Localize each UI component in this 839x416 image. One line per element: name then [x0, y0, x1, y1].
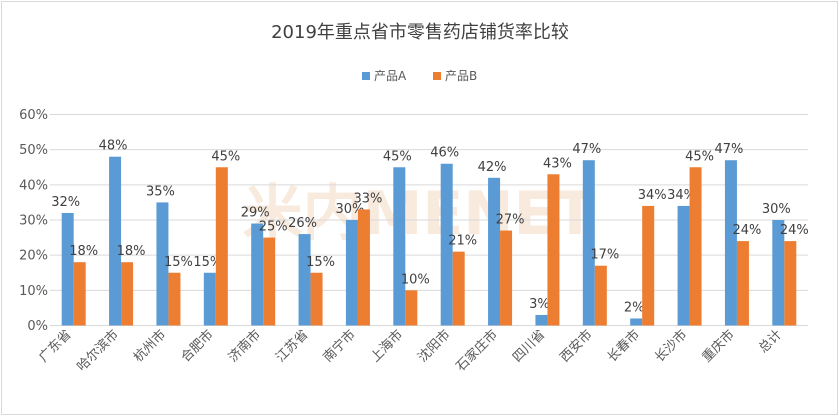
bar-a	[203, 272, 216, 326]
data-label-a: 47%	[714, 142, 743, 157]
chart-title: 2019年重点省市零售药店铺货率比较	[271, 22, 569, 43]
x-tick-label: 长沙市	[651, 327, 690, 366]
data-label-a: 42%	[478, 160, 507, 175]
data-label-b: 17%	[590, 248, 619, 263]
y-tick-label: 50%	[19, 143, 48, 158]
data-label-a: 47%	[572, 142, 601, 157]
bar-a	[440, 163, 453, 326]
bar-a	[156, 202, 169, 326]
bar-b	[547, 174, 560, 326]
bar-b	[73, 262, 86, 326]
data-label-b: 45%	[685, 149, 714, 164]
bar-b	[310, 272, 323, 326]
data-label-a: 3%	[529, 297, 550, 312]
data-label-a: 15%	[193, 255, 222, 270]
x-tick-label: 杭州市	[130, 327, 169, 366]
data-label-b: 18%	[69, 244, 98, 259]
bar-b	[594, 265, 607, 326]
x-tick-label: 总计	[756, 327, 785, 356]
bar-b	[357, 209, 370, 326]
x-tick-label: 长春市	[604, 327, 643, 366]
bar-b	[500, 230, 513, 326]
bar-b	[736, 241, 749, 326]
bar-a	[393, 167, 406, 326]
bar-b	[168, 272, 181, 326]
data-label-a: 32%	[51, 195, 80, 210]
data-label-b: 43%	[543, 156, 572, 171]
bar-a	[298, 234, 311, 326]
legend-swatch-1	[362, 72, 370, 80]
data-label-a: 34%	[667, 188, 696, 203]
data-label-b: 10%	[401, 272, 430, 287]
x-tick-label: 哈尔滨市	[74, 327, 122, 375]
data-label-b: 24%	[780, 223, 809, 238]
bar-a	[488, 177, 501, 326]
bar-a	[535, 314, 548, 326]
bar-b	[405, 290, 418, 326]
y-tick-label: 40%	[19, 178, 48, 193]
bar-b	[121, 262, 134, 326]
data-label-b: 33%	[353, 191, 382, 206]
data-label-b: 25%	[259, 220, 288, 235]
bar-b	[215, 167, 228, 326]
data-label-a: 48%	[99, 139, 128, 154]
data-label-b: 45%	[211, 149, 240, 164]
data-label-a: 45%	[383, 149, 412, 164]
x-tick-label: 南宁市	[320, 327, 359, 366]
data-label-a: 35%	[146, 184, 175, 199]
bar-a	[582, 160, 595, 326]
data-label-b: 18%	[117, 244, 146, 259]
x-tick-label: 合肥市	[178, 327, 217, 366]
data-label-a: 46%	[430, 146, 459, 161]
data-label-b: 34%	[638, 188, 667, 203]
data-label-b: 24%	[732, 223, 761, 238]
data-label-b: 15%	[306, 255, 335, 270]
x-tick-label: 重庆市	[699, 327, 738, 366]
data-label-a: 2%	[624, 300, 645, 315]
y-tick-label: 20%	[19, 249, 48, 264]
x-tick-label: 石家庄市	[453, 327, 501, 375]
data-label-a: 30%	[335, 202, 364, 217]
x-tick-label: 沈阳市	[415, 327, 454, 366]
data-label-b: 27%	[496, 213, 525, 228]
bar-b	[689, 167, 702, 326]
bar-a	[772, 220, 785, 326]
bar-b	[263, 237, 276, 326]
legend-label-2: 产品B	[445, 69, 477, 83]
y-tick-label: 30%	[19, 214, 48, 229]
data-label-b: 21%	[448, 234, 477, 249]
data-label-a: 30%	[762, 202, 791, 217]
legend-swatch-2	[433, 72, 441, 80]
bar-a	[251, 223, 264, 326]
bar-a	[630, 318, 643, 326]
data-label-a: 29%	[241, 206, 270, 221]
y-tick-label: 10%	[19, 284, 48, 299]
y-tick-label: 60%	[19, 108, 48, 123]
bar-b	[642, 205, 655, 326]
y-tick-label: 0%	[27, 319, 48, 334]
bar-a	[61, 212, 74, 326]
x-tick-label: 四川省	[510, 327, 548, 365]
x-tick-label: 江苏省	[272, 327, 311, 366]
x-tick-label: 上海市	[367, 327, 406, 366]
data-label-a: 26%	[288, 216, 317, 231]
legend-label-1: 产品A	[374, 69, 407, 83]
x-tick-label: 济南市	[225, 327, 264, 366]
bar-b	[452, 251, 465, 326]
bar-a	[345, 220, 358, 326]
bar-a	[677, 205, 690, 326]
watermark: 米内MENET	[243, 179, 596, 249]
bar-b	[784, 241, 797, 326]
x-tick-label: 西安市	[557, 327, 596, 366]
bar-a	[724, 160, 737, 326]
bar-a	[109, 156, 122, 326]
data-label-b: 15%	[164, 255, 193, 270]
